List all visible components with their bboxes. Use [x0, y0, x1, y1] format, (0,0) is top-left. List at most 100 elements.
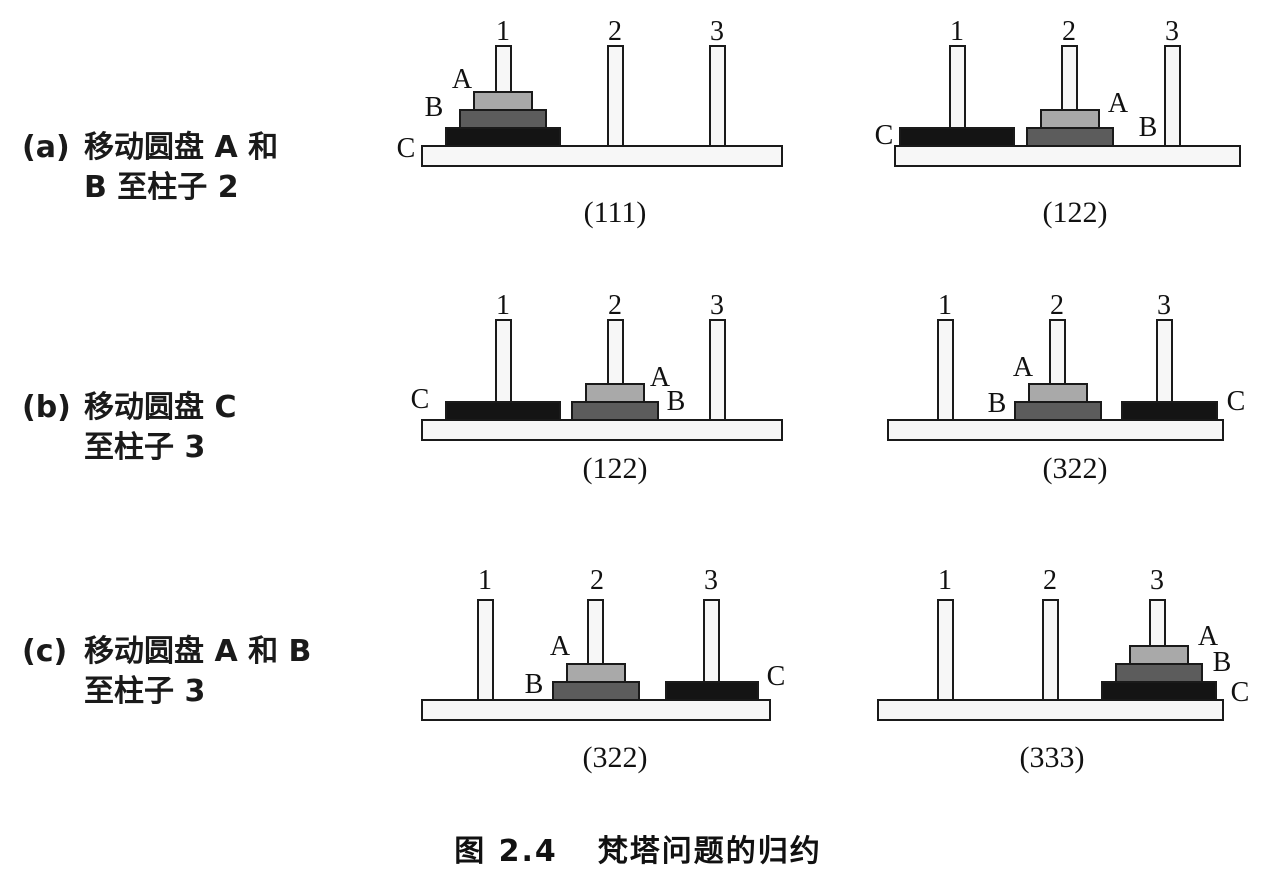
row-a-label: (a) 移动圆盘 A 和 B 至柱子 2: [22, 128, 352, 208]
base-board: [894, 145, 1241, 167]
peg-label-2: 2: [1062, 16, 1076, 47]
disk-label-B: B: [1213, 647, 1232, 678]
peg-3: [1156, 319, 1173, 403]
peg-3: [709, 45, 726, 147]
peg-1: [949, 45, 966, 129]
disk-B: [552, 681, 640, 701]
base-board: [421, 699, 771, 721]
peg-2: [1061, 45, 1078, 111]
peg-2: [607, 319, 624, 385]
base-board: [421, 145, 783, 167]
hanoi-diagram-a-right: 1 2 3 A B C (122): [875, 16, 1241, 229]
disk-label-C: C: [411, 384, 430, 415]
peg-1: [495, 319, 512, 403]
peg-2: [1049, 319, 1066, 385]
disk-label-A: A: [550, 631, 571, 662]
disk-label-A: A: [1013, 352, 1034, 383]
row-c-label: (c) 移动圆盘 A 和 B 至柱子 3: [22, 632, 352, 712]
disk-label-B: B: [525, 669, 544, 700]
disk-A: [1028, 383, 1088, 403]
disk-B: [1115, 663, 1203, 683]
disk-label-B: B: [667, 386, 686, 417]
peg-2: [1042, 599, 1059, 701]
hanoi-diagram-c-right: 1 2 3 A B C (333): [877, 565, 1249, 774]
disk-B: [1014, 401, 1102, 421]
peg-label-3: 3: [710, 290, 724, 321]
state-label: (333): [1020, 741, 1085, 774]
disk-label-C: C: [767, 661, 786, 692]
disk-B: [459, 109, 547, 129]
disk-A: [1040, 109, 1100, 129]
peg-1: [937, 319, 954, 421]
state-label: (322): [583, 741, 648, 774]
disk-label-B: B: [1139, 112, 1158, 143]
peg-label-2: 2: [1050, 290, 1064, 321]
disk-label-C: C: [875, 120, 894, 151]
hanoi-diagram-b-right: 1 2 3 A B C (322): [887, 290, 1246, 485]
base-board: [877, 699, 1224, 721]
state-label: (122): [1043, 196, 1108, 229]
peg-1: [477, 599, 494, 701]
hanoi-diagram-c-left: 1 2 3 A B C (322): [421, 565, 786, 774]
base-board: [421, 419, 783, 441]
peg-label-3: 3: [1165, 16, 1179, 47]
disk-label-A: A: [1108, 88, 1129, 119]
row-c-line1: 移动圆盘 A 和 B: [84, 634, 312, 669]
figure-title: 梵塔问题的归约: [597, 834, 822, 869]
peg-2: [607, 45, 624, 147]
state-label: (322): [1043, 452, 1108, 485]
peg-label-3: 3: [1150, 565, 1164, 596]
disk-C: [899, 127, 1015, 147]
peg-3: [1149, 599, 1166, 647]
peg-label-2: 2: [590, 565, 604, 596]
disk-A: [566, 663, 626, 683]
disk-label-A: A: [452, 64, 473, 95]
disk-label-A: A: [1198, 621, 1219, 652]
disk-label-C: C: [1227, 386, 1246, 417]
row-c-line2: 至柱子 3: [84, 674, 206, 709]
row-b-label: (b) 移动圆盘 C 至柱子 3: [22, 388, 352, 468]
state-label: (111): [584, 196, 647, 229]
row-b-line1: 移动圆盘 C: [84, 390, 237, 425]
peg-label-2: 2: [1043, 565, 1057, 596]
disk-C: [445, 401, 561, 421]
peg-3: [709, 319, 726, 421]
peg-label-2: 2: [608, 290, 622, 321]
peg-label-3: 3: [1157, 290, 1171, 321]
disk-label-C: C: [397, 133, 416, 164]
disk-C: [665, 681, 759, 701]
base-board: [887, 419, 1224, 441]
hanoi-diagram-a-left: 1 2 3 A B C (111): [397, 16, 783, 229]
peg-label-1: 1: [478, 565, 492, 596]
peg-label-3: 3: [710, 16, 724, 47]
row-c-tag: (c): [22, 634, 68, 669]
disk-C: [445, 127, 561, 147]
disk-C: [1101, 681, 1217, 701]
disk-label-A: A: [650, 362, 671, 393]
figure-number: 图 2.4: [454, 834, 558, 869]
figure-caption: 图 2.4 梵塔问题的归约: [0, 826, 1276, 870]
disk-label-B: B: [988, 388, 1007, 419]
peg-3: [1164, 45, 1181, 147]
peg-label-1: 1: [496, 290, 510, 321]
peg-3: [703, 599, 720, 683]
row-a-line2: B 至柱子 2: [84, 170, 239, 205]
peg-2: [587, 599, 604, 665]
state-label: (122): [583, 452, 648, 485]
disk-B: [1026, 127, 1114, 147]
peg-label-1: 1: [938, 565, 952, 596]
row-b-line2: 至柱子 3: [84, 430, 206, 465]
peg-label-1: 1: [950, 16, 964, 47]
peg-1: [937, 599, 954, 701]
disk-A: [473, 91, 533, 111]
row-b-tag: (b): [22, 390, 71, 425]
row-a-tag: (a): [22, 130, 70, 165]
peg-label-2: 2: [608, 16, 622, 47]
peg-label-3: 3: [704, 565, 718, 596]
row-a-line1: 移动圆盘 A 和: [84, 130, 279, 165]
disk-B: [571, 401, 659, 421]
hanoi-diagram-b-left: 1 2 3 A B C (122): [411, 290, 783, 485]
disk-A: [1129, 645, 1189, 665]
disk-C: [1121, 401, 1218, 421]
peg-label-1: 1: [496, 16, 510, 47]
